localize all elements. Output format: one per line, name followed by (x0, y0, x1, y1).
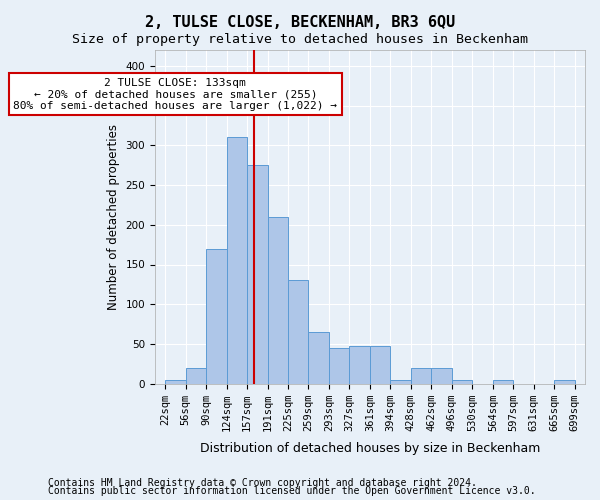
Text: Contains public sector information licensed under the Open Government Licence v3: Contains public sector information licen… (48, 486, 536, 496)
Bar (431, 368, 452, 384)
Bar (165, 380, 185, 384)
Bar (227, 138, 247, 384)
Text: 2, TULSE CLOSE, BECKENHAM, BR3 6QU: 2, TULSE CLOSE, BECKENHAM, BR3 6QU (145, 15, 455, 30)
Bar (268, 217, 288, 384)
Bar (329, 348, 349, 384)
X-axis label: Distribution of detached houses by size in Beckenham: Distribution of detached houses by size … (200, 442, 540, 455)
Text: 2 TULSE CLOSE: 133sqm
← 20% of detached houses are smaller (255)
80% of semi-det: 2 TULSE CLOSE: 133sqm ← 20% of detached … (13, 78, 337, 111)
Bar (308, 332, 329, 384)
Bar (452, 380, 472, 384)
Bar (185, 368, 206, 384)
Bar (288, 280, 308, 384)
Bar (411, 368, 431, 384)
Bar (247, 165, 268, 384)
Text: Size of property relative to detached houses in Beckenham: Size of property relative to detached ho… (72, 32, 528, 46)
Bar (370, 346, 391, 384)
Bar (349, 346, 370, 384)
Bar (206, 248, 227, 384)
Bar (391, 380, 411, 384)
Text: Contains HM Land Registry data © Crown copyright and database right 2024.: Contains HM Land Registry data © Crown c… (48, 478, 477, 488)
Y-axis label: Number of detached properties: Number of detached properties (107, 124, 120, 310)
Bar (554, 380, 575, 384)
Bar (493, 380, 514, 384)
